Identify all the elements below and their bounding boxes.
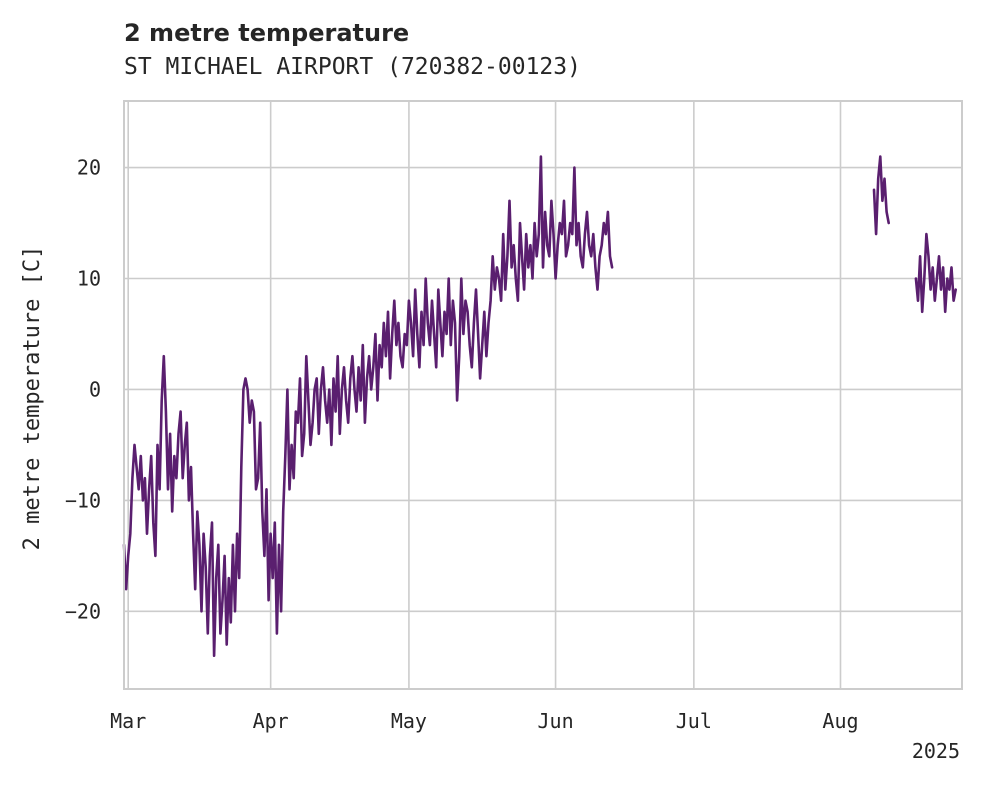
y-tick-label: 0 (89, 377, 101, 401)
temperature-series-line (914, 232, 958, 314)
x-tick-label: Jul (676, 709, 712, 733)
plot-frame (123, 100, 963, 690)
y-tick-label: 10 (77, 267, 101, 291)
temperature-series-line (122, 155, 614, 658)
x-tick-label: Apr (253, 709, 289, 733)
grid-lines (124, 101, 962, 689)
y-axis-label: 2 metre temperature [C] (20, 246, 45, 551)
y-tick-label: −10 (65, 488, 101, 512)
temperature-series-line (872, 155, 891, 236)
x-tick-label: May (391, 709, 427, 733)
chart-title: 2 metre temperature (124, 19, 409, 47)
x-tick-label: Jun (538, 709, 574, 733)
x-tick-label: Aug (822, 709, 858, 733)
x-tick-labels: Mar Apr May Jun Jul Aug (110, 709, 858, 733)
year-label: 2025 (912, 739, 960, 763)
x-tick-label: Mar (110, 709, 146, 733)
y-tick-labels: −20 −10 0 10 20 (65, 156, 101, 624)
series-group (122, 155, 958, 658)
chart-subtitle: ST MICHAEL AIRPORT (720382-00123) (124, 54, 581, 80)
y-tick-label: 20 (77, 156, 101, 180)
y-tick-label: −20 (65, 599, 101, 623)
